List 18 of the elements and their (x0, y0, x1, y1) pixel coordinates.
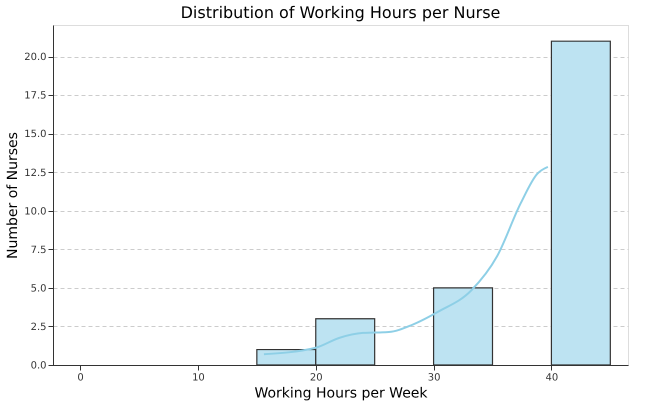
y-tick-label: 2.5 (30, 322, 46, 333)
x-tick-label: 30 (428, 372, 440, 384)
x-tick-label: 10 (192, 372, 205, 384)
x-tick-label: 40 (546, 372, 558, 384)
x-tick-label: 20 (310, 372, 323, 384)
y-tick-label: 20.0 (24, 52, 46, 64)
y-tick-label: 5.0 (30, 283, 46, 294)
y-tick-label: 7.5 (30, 244, 46, 256)
y-tick-label: 10.0 (24, 206, 46, 218)
chart-title: Distribution of Working Hours per Nurse (180, 3, 500, 22)
y-tick-label: 17.5 (24, 90, 46, 102)
y-axis-title: Number of Nurses (5, 132, 22, 259)
y-tick-label: 0.0 (30, 360, 46, 372)
line-series (262, 166, 549, 356)
y-tick-label: 12.5 (24, 168, 46, 179)
x-axis-title: Working Hours per Week (254, 386, 428, 402)
y-tick-label: 15.0 (24, 129, 46, 140)
x-tick-label: 0 (77, 372, 84, 384)
